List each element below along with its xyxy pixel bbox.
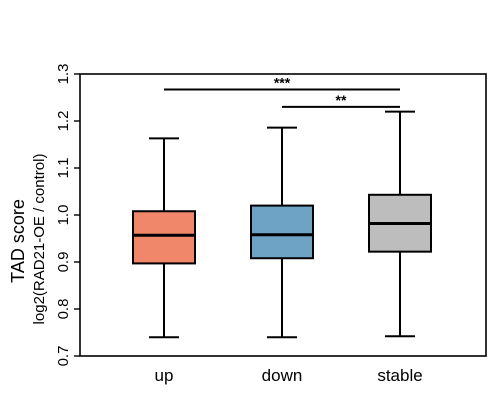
- y-tick-label: 1.3: [55, 64, 72, 85]
- significance-up-stable: ***: [164, 75, 400, 91]
- box-up: up: [132, 137, 196, 385]
- box-iqr: [250, 204, 314, 260]
- y-tick-label: 1.0: [55, 205, 72, 226]
- y-tick-label: 1.1: [55, 158, 72, 179]
- significance-down-stable: **: [282, 92, 400, 108]
- box-down: down: [250, 126, 314, 385]
- x-category-label: up: [155, 366, 174, 385]
- x-category-label: down: [262, 366, 303, 385]
- significance-label: ***: [274, 75, 291, 91]
- y-tick-label: 1.2: [55, 111, 72, 132]
- y-tick-label: 0.8: [55, 299, 72, 320]
- y-axis-subtitle: log2(RAD21-OE / control): [31, 154, 48, 325]
- y-tick-label: 0.9: [55, 252, 72, 273]
- box-stable: stable: [368, 110, 432, 385]
- y-tick-label: 0.7: [55, 346, 72, 367]
- x-category-label: stable: [377, 366, 422, 385]
- y-axis-title: TAD score: [8, 199, 28, 283]
- significance-label: **: [336, 92, 347, 108]
- box-iqr: [132, 210, 196, 265]
